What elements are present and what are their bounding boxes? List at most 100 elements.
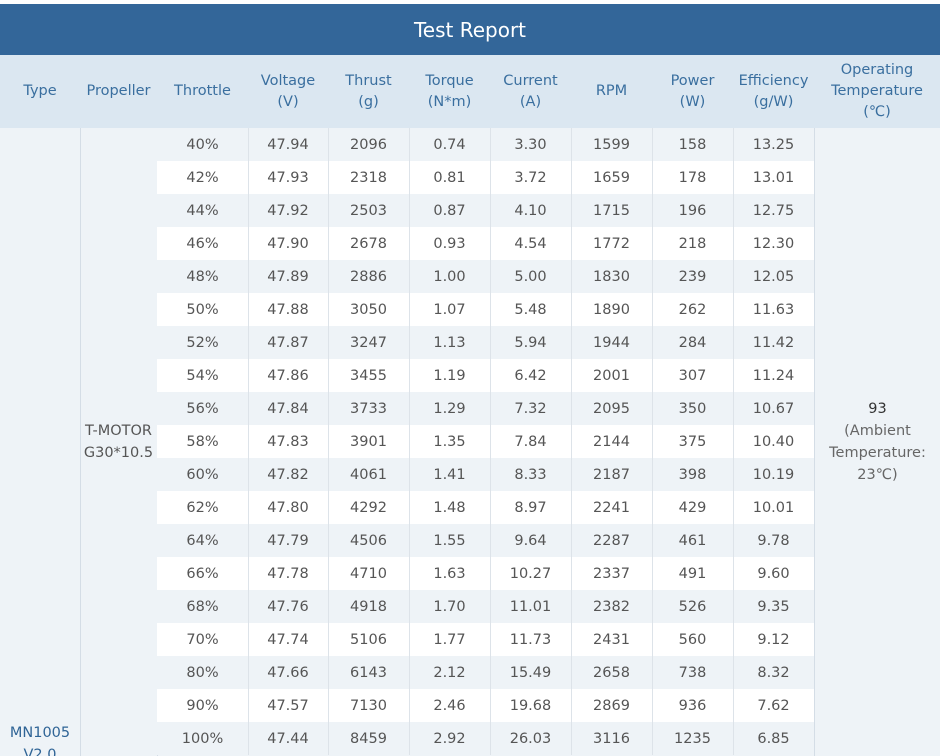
header-torque-text: Torque (425, 72, 474, 89)
cell-divider (652, 590, 653, 623)
cell-rpm: 2337 (593, 565, 630, 582)
cell-rpm: 2287 (593, 532, 630, 549)
cell-divider (328, 689, 329, 722)
cell-power: 738 (678, 664, 707, 681)
cell-divider (409, 689, 410, 722)
cell-divider (328, 623, 329, 656)
cell-torque: 1.77 (433, 631, 466, 648)
cell-torque: 2.92 (433, 730, 466, 747)
cell-divider (409, 590, 410, 623)
cell-divider (733, 590, 734, 623)
cell-divider (571, 326, 572, 359)
cell-torque: 1.00 (433, 268, 466, 285)
cell-torque: 1.48 (433, 499, 466, 516)
cell-power: 307 (678, 367, 707, 384)
cell-divider (652, 458, 653, 491)
cell-divider (490, 656, 491, 689)
cell-divider (248, 623, 249, 656)
table-row: 56% 47.84 3733 1.29 7.32 2095 350 10.67 (157, 392, 814, 425)
cell-divider (490, 293, 491, 326)
cell-thrust: 3247 (350, 334, 387, 351)
cell-power: 239 (678, 268, 707, 285)
cell-divider (490, 491, 491, 524)
cell-rpm: 2095 (593, 400, 630, 417)
table-row: 80% 47.66 6143 2.12 15.49 2658 738 8.32 (157, 656, 814, 689)
cell-divider (248, 227, 249, 260)
cell-rpm: 1830 (593, 268, 630, 285)
cell-voltage: 47.78 (267, 565, 309, 582)
cell-divider (652, 722, 653, 755)
cell-current: 11.73 (509, 631, 552, 648)
cell-current: 15.49 (509, 664, 552, 681)
cell-efficiency: 9.60 (757, 565, 790, 582)
cell-voltage: 47.90 (267, 235, 309, 252)
cell-divider (490, 359, 491, 392)
cell-divider (571, 425, 572, 458)
cell-efficiency: 6.85 (757, 730, 790, 747)
cell-efficiency: 12.30 (752, 235, 795, 252)
cell-voltage: 47.86 (267, 367, 309, 384)
cell-torque: 1.07 (433, 301, 466, 318)
table-row: 54% 47.86 3455 1.19 6.42 2001 307 11.24 (157, 359, 814, 392)
cell-divider (490, 392, 491, 425)
cell-voltage: 47.76 (267, 598, 309, 615)
cell-divider (409, 557, 410, 590)
cell-throttle: 48% (186, 268, 219, 285)
cell-divider (571, 194, 572, 227)
header-rpm-text: RPM (595, 83, 628, 99)
header-torque-text: (N*m) (427, 93, 472, 110)
cell-thrust: 2318 (350, 169, 387, 186)
cell-rpm: 2187 (593, 466, 630, 483)
cell-divider (409, 524, 410, 557)
header-voltage-text: (V) (277, 93, 299, 110)
cell-divider (409, 722, 410, 755)
header-efficiency: Efficiency (g/W) (733, 55, 814, 128)
cell-divider (328, 359, 329, 392)
cell-throttle: 66% (186, 565, 219, 582)
cell-divider (571, 392, 572, 425)
cell-rpm: 2241 (593, 499, 630, 516)
cell-current: 3.30 (514, 136, 547, 153)
cell-divider (409, 260, 410, 293)
cell-power: 350 (678, 400, 707, 417)
cell-divider (652, 425, 653, 458)
cell-divider (248, 128, 249, 161)
cell-rpm: 2869 (593, 697, 630, 714)
cell-current: 4.10 (514, 202, 547, 219)
cell-voltage: 47.83 (267, 433, 309, 450)
cell-divider (328, 425, 329, 458)
header-operating-temperature-text: Temperature (831, 83, 923, 99)
cell-power: 262 (678, 301, 707, 318)
cell-torque: 0.81 (433, 169, 466, 186)
cell-divider (652, 128, 653, 161)
cell-efficiency: 9.35 (757, 598, 790, 615)
cell-power: 178 (678, 169, 707, 186)
cell-thrust: 3901 (350, 433, 387, 450)
cell-torque: 0.87 (433, 202, 466, 219)
cell-divider (733, 260, 734, 293)
cell-current: 8.33 (514, 466, 547, 483)
cell-divider (328, 194, 329, 227)
cell-divider (652, 392, 653, 425)
cell-power: 936 (678, 697, 707, 714)
cell-throttle: 70% (186, 631, 219, 648)
cell-efficiency: 12.05 (752, 268, 795, 285)
cell-voltage: 47.57 (267, 697, 309, 714)
cell-divider (248, 326, 249, 359)
cell-divider (571, 524, 572, 557)
cell-divider (733, 293, 734, 326)
propeller-line-2: G30*10.5 (83, 445, 154, 461)
header-thrust-text: (g) (358, 93, 379, 110)
cell-power: 158 (678, 136, 707, 153)
cell-efficiency: 7.62 (757, 697, 790, 714)
cell-current: 7.84 (514, 433, 547, 450)
header-current-text: Current (503, 72, 558, 89)
table-row: 42% 47.93 2318 0.81 3.72 1659 178 13.01 (157, 161, 814, 194)
cell-torque: 0.93 (433, 235, 466, 252)
cell-throttle: 50% (186, 301, 219, 318)
cell-throttle: 58% (186, 433, 219, 450)
cell-divider (571, 491, 572, 524)
cell-divider (652, 623, 653, 656)
cell-divider (571, 557, 572, 590)
cell-divider (248, 590, 249, 623)
